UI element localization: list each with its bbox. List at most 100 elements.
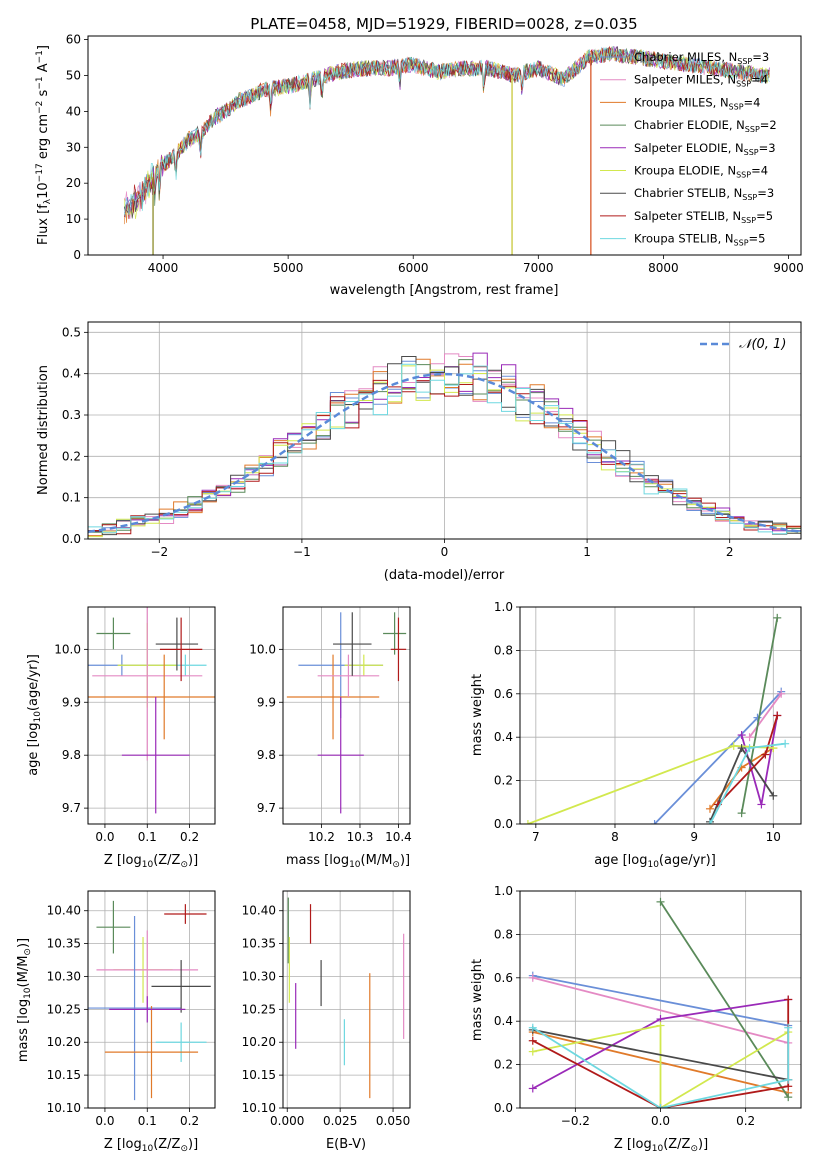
axes-frame bbox=[87, 35, 802, 256]
x-tick-label: 10.4 bbox=[385, 830, 412, 844]
weight-vs-age-xlabel: age [log10(age/yr)] bbox=[594, 853, 716, 870]
x-tick-label: 7 bbox=[532, 830, 540, 844]
x-tick-label: 8000 bbox=[648, 261, 679, 275]
weight-series-line bbox=[659, 901, 789, 1098]
y-tick-label: 0.8 bbox=[494, 927, 513, 941]
residual-histogram-step bbox=[88, 356, 801, 536]
y-tick-label: 0.4 bbox=[62, 367, 81, 381]
x-tick-label: 1 bbox=[583, 545, 591, 559]
spectrum-title: PLATE=0458, MJD=51929, FIBERID=0028, z=0… bbox=[250, 15, 637, 33]
x-tick-label: −0.2 bbox=[561, 1114, 590, 1128]
legend-entry: Chabrier MILES, NSSP=3 bbox=[634, 50, 769, 66]
legend-entry: Salpeter MILES, NSSP=4 bbox=[634, 73, 768, 89]
weight-vs-age-panel: 7 8 9 10 0.0 0.2 0.4 0.6 0.8 1.0 age [log10(age/y… bbox=[470, 600, 802, 870]
gaussian-curve bbox=[88, 372, 801, 534]
y-tick-label: 0.0 bbox=[494, 817, 513, 831]
x-tick-label: 10.2 bbox=[308, 830, 335, 844]
age-vs-metallicity-panel: 0.0 0.1 0.2 9.7 9.8 9.9 10.0 Z [log10(Z/Z⊙)] a… bbox=[26, 606, 216, 870]
weight-lines bbox=[523, 613, 790, 824]
x-tick-label: 0.0 bbox=[95, 830, 114, 844]
y-tick-label: 20 bbox=[66, 176, 81, 190]
spectrum-ylabel: Flux [fλ10−17 erg cm−2 s−1 A−1] bbox=[35, 45, 53, 245]
y-tick-label: 0.4 bbox=[494, 1014, 513, 1028]
y-tick-label: 10.20 bbox=[242, 1035, 276, 1049]
y-tick-label: 9.9 bbox=[62, 695, 81, 709]
y-tick-label: 0.8 bbox=[494, 643, 513, 657]
weight-series-line bbox=[748, 693, 782, 738]
x-tick-label: 2 bbox=[726, 545, 734, 559]
x-tick-label: 10.3 bbox=[347, 830, 374, 844]
mass-vs-ebv-panel: 0.000 0.025 0.050 10.10 10.15 10.20 10.25 10.30… bbox=[242, 890, 411, 1152]
weight-lines bbox=[528, 897, 793, 1108]
x-tick-label: 6000 bbox=[398, 261, 429, 275]
age-vs-z-xlabel: Z [log10(Z/Z⊙)] bbox=[104, 853, 198, 870]
y-tick-label: 0.6 bbox=[494, 687, 513, 701]
mass-vs-metallicity-panel: 0.0 0.1 0.2 10.10 10.15 10.20 10.25 10.30 10.35 1… bbox=[16, 890, 216, 1154]
y-tick-label: 30 bbox=[66, 140, 81, 154]
x-tick-label: 0.2 bbox=[180, 830, 199, 844]
y-tick-label: 0.2 bbox=[494, 774, 513, 788]
residuals-ylabel: Normed distribution bbox=[36, 365, 51, 495]
axes-frame bbox=[87, 890, 216, 1109]
residual-histogram-step bbox=[88, 363, 801, 535]
y-tick-label: 10 bbox=[66, 212, 81, 226]
y-tick-label: 9.7 bbox=[257, 801, 276, 815]
weight-series-line bbox=[532, 974, 789, 1027]
y-tick-label: 10.10 bbox=[47, 1101, 81, 1115]
y-tick-label: 10.40 bbox=[47, 904, 81, 918]
y-tick-label: 10.15 bbox=[47, 1068, 81, 1082]
y-tick-label: 10.0 bbox=[54, 642, 81, 656]
y-tick-label: 0.0 bbox=[494, 1101, 513, 1115]
legend-entry: Kroupa STELIB, NSSP=5 bbox=[634, 232, 765, 248]
errorbar-group bbox=[287, 897, 405, 1099]
y-tick-label: 9.8 bbox=[257, 748, 276, 762]
x-tick-label: 5000 bbox=[273, 261, 304, 275]
x-tick-label: 0.1 bbox=[138, 1114, 157, 1128]
y-tick-label: 10.15 bbox=[242, 1068, 276, 1082]
age-vs-mass-panel: 10.2 10.3 10.4 9.7 9.8 9.9 10.0 mass [log10(M/… bbox=[249, 606, 412, 870]
y-tick-label: 1.0 bbox=[494, 600, 513, 614]
errorbar-group bbox=[88, 607, 215, 814]
weight-vs-age-ylabel: mass weight bbox=[470, 674, 485, 756]
x-tick-label: 10 bbox=[766, 830, 781, 844]
legend-entry: Salpeter STELIB, NSSP=5 bbox=[634, 209, 773, 225]
spectrum-legend: Chabrier MILES, NSSP=3 Salpeter MILES, NS… bbox=[600, 50, 777, 248]
spectrum-series-group bbox=[123, 45, 770, 255]
weight-vs-z-ylabel: mass weight bbox=[470, 959, 485, 1041]
axes-frame bbox=[282, 890, 411, 1109]
y-tick-label: 1.0 bbox=[494, 884, 513, 898]
weight-series-line bbox=[532, 1029, 789, 1081]
mass-vs-ebv-xlabel: E(B-V) bbox=[326, 1137, 366, 1152]
x-tick-label: 0.000 bbox=[270, 1114, 304, 1128]
weight-series-line bbox=[740, 617, 779, 814]
y-tick-label: 10.35 bbox=[242, 937, 276, 951]
spectrum-series-line bbox=[123, 45, 770, 216]
x-tick-label: −2 bbox=[150, 545, 168, 559]
y-tick-label: 0.2 bbox=[494, 1058, 513, 1072]
y-tick-label: 9.7 bbox=[62, 801, 81, 815]
y-tick-label: 10.0 bbox=[249, 642, 276, 656]
y-tick-label: 0 bbox=[73, 248, 81, 262]
x-tick-label: 0.2 bbox=[180, 1114, 199, 1128]
x-tick-label: 8 bbox=[611, 830, 619, 844]
errorbar-group bbox=[286, 612, 407, 814]
residuals-panel: −2 −1 0 1 2 0.0 0.1 0.2 0.3 0.4 0.5 (data-model)/e… bbox=[36, 321, 802, 583]
y-tick-label: 10.20 bbox=[47, 1035, 81, 1049]
residual-histograms bbox=[88, 352, 801, 538]
y-tick-label: 10.35 bbox=[47, 937, 81, 951]
y-tick-label: 60 bbox=[66, 33, 81, 47]
y-tick-label: 0.6 bbox=[494, 971, 513, 985]
axes-frame bbox=[87, 321, 802, 540]
weight-series-line bbox=[532, 1024, 789, 1108]
y-tick-label: 10.10 bbox=[242, 1101, 276, 1115]
x-tick-label: 0.0 bbox=[95, 1114, 114, 1128]
x-tick-label: 7000 bbox=[523, 261, 554, 275]
weight-vs-metallicity-panel: −0.2 0.0 0.2 0.0 0.2 0.4 0.6 0.8 1.0 Z [log10(Z/… bbox=[470, 884, 802, 1154]
y-tick-label: 0.4 bbox=[494, 730, 513, 744]
weight-vs-z-xlabel: Z [log10(Z/Z⊙)] bbox=[614, 1137, 708, 1154]
x-tick-label: 9000 bbox=[773, 261, 804, 275]
legend-entry: Chabrier STELIB, NSSP=3 bbox=[634, 186, 774, 202]
x-tick-label: 0.1 bbox=[138, 830, 157, 844]
errorbar-group bbox=[88, 900, 211, 1101]
x-tick-label: −1 bbox=[293, 545, 311, 559]
